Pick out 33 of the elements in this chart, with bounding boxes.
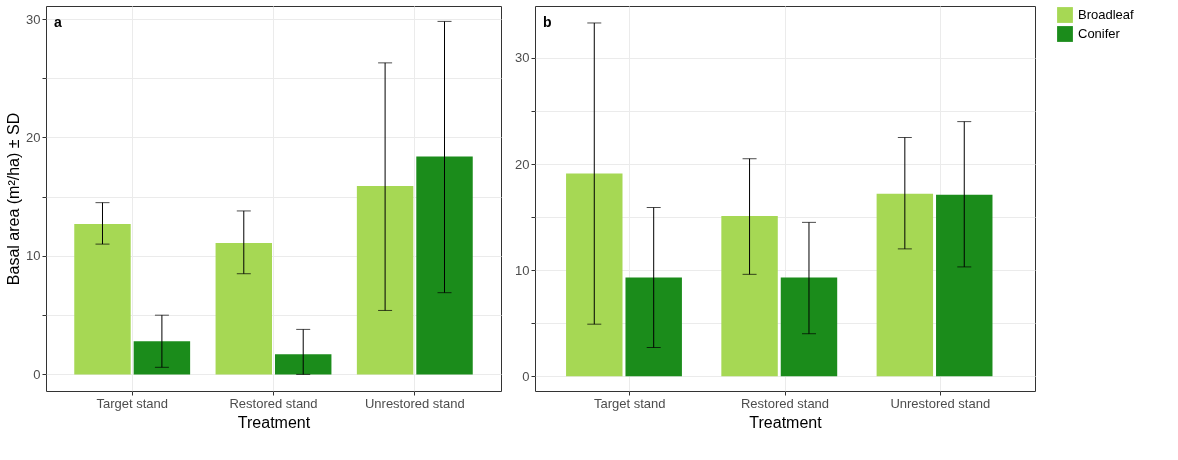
bar [936,194,993,377]
y-tick-label: 30 [515,50,530,66]
bar [566,173,623,377]
bar [721,216,778,377]
x-tick-label: Target stand [96,395,168,411]
legend-label: Conifer [1078,26,1121,41]
x-axis-title: Treatment [237,413,311,431]
y-tick-label: 10 [515,262,530,278]
x-tick-label: Restored stand [229,395,318,411]
y-tick-label: 30 [26,11,41,27]
bar [876,193,934,377]
x-tick-label: Unrestored stand [364,395,465,411]
y-axis-title: Basal area (m²/ha) ± SD [5,112,23,286]
bar [215,242,273,375]
bar [780,277,838,377]
annotation: a [54,14,62,30]
bar [74,223,131,375]
bar [625,277,682,377]
annotation: b [543,14,552,30]
y-tick-label: 10 [26,248,41,264]
y-tick-label: 0 [33,366,41,382]
bar [133,341,191,375]
x-tick-label: Target stand [593,395,666,411]
x-tick-label: Restored stand [740,395,830,411]
bar [356,186,414,375]
legend-label: Broadleaf [1078,7,1135,22]
bar [274,354,332,375]
y-tick-label: 20 [26,129,41,145]
y-tick-label: 20 [515,156,530,172]
x-tick-label: Unrestored stand [890,395,991,411]
y-tick-label: 0 [522,368,530,384]
x-axis-title: Treatment [749,413,823,431]
bar [416,156,473,375]
